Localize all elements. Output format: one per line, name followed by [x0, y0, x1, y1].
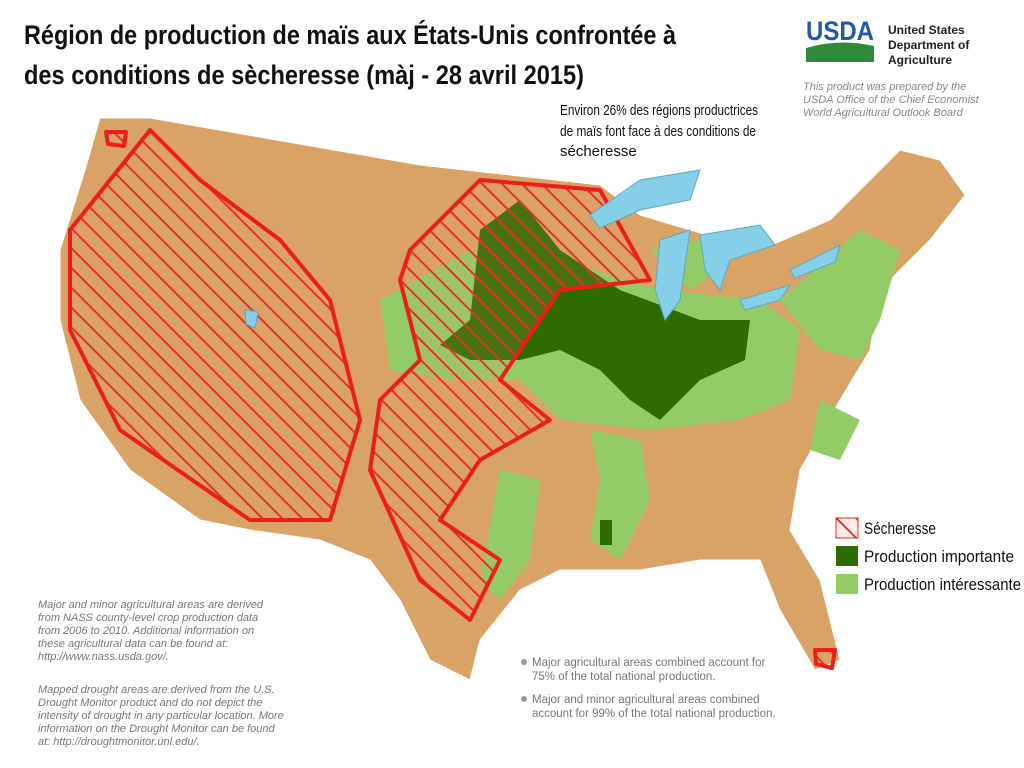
logo: USDA United States Department of Agricul…	[803, 16, 980, 119]
title: des conditions de sècheresse (màj - 28 a…	[24, 60, 584, 90]
lake	[654, 229, 691, 322]
lakes	[244, 169, 841, 329]
bullet-text: account for 99% of the total national pr…	[532, 708, 776, 720]
logo-mark: USDA	[806, 16, 874, 46]
annotation: de maïs font face à des conditions de	[560, 123, 756, 140]
note: http://www.nass.usda.gov/.	[38, 651, 169, 663]
drought-area	[813, 648, 837, 670]
annotation: Environ 26% des régions productrices	[560, 102, 758, 119]
credit: World Agricultural Outlook Board	[803, 107, 964, 119]
lake	[739, 284, 792, 311]
credit: USDA Office of the Chief Economist	[803, 94, 980, 106]
note: from NASS county-level crop production d…	[38, 612, 258, 624]
lake	[589, 169, 701, 229]
legend-swatch	[836, 574, 858, 594]
note: at: http://droughtmonitor.unl.edu/.	[38, 736, 200, 748]
bullets: Major agricultural areas combined accoun…	[521, 657, 776, 720]
drought-area	[368, 178, 652, 622]
logo-name: United States	[888, 23, 965, 37]
credit: This product was prepared by the	[803, 81, 966, 93]
logo-field	[806, 42, 874, 62]
note: information on the Drought Monitor can b…	[38, 723, 276, 735]
drought	[68, 128, 837, 670]
note: Major and minor agricultural areas are d…	[38, 599, 264, 611]
legend: Sécheresse Production importante Product…	[835, 517, 1021, 594]
drought-area	[104, 130, 128, 148]
bullet-dot	[521, 659, 527, 665]
map	[59, 117, 966, 681]
legend-swatch	[835, 517, 859, 539]
bullet-dot	[521, 696, 527, 702]
bullet-text: Major agricultural areas combined accoun…	[532, 657, 765, 669]
legend-label: Sécheresse	[864, 519, 936, 538]
legend-swatch	[836, 546, 858, 566]
note: Drought Monitor product and do not depic…	[38, 697, 262, 709]
note: intensity of drought in any particular l…	[38, 710, 284, 722]
legend-label: Production importante	[864, 547, 1014, 566]
lake	[789, 244, 841, 279]
notes: Major and minor agricultural areas are d…	[38, 599, 284, 748]
note: these agricultural data can be found at:	[38, 638, 228, 650]
note: Mapped drought areas are derived from th…	[38, 684, 275, 696]
lake	[699, 224, 776, 292]
legend-label: Production intéressante	[864, 575, 1021, 594]
annotation: sécheresse	[560, 143, 637, 160]
major-production	[600, 520, 612, 545]
logo-name: Agriculture	[888, 53, 952, 67]
minor-area	[810, 400, 860, 460]
bullet-text: Major and minor agricultural areas combi…	[532, 694, 760, 706]
drought-area	[68, 128, 362, 522]
lake	[244, 309, 259, 329]
note: from 2006 to 2010. Additional informatio…	[38, 625, 254, 637]
logo-name: Department of	[888, 38, 970, 52]
title: Région de production de maïs aux États-U…	[24, 19, 677, 50]
bullet-text: 75% of the total national production.	[532, 671, 716, 683]
minor-area	[780, 230, 900, 360]
